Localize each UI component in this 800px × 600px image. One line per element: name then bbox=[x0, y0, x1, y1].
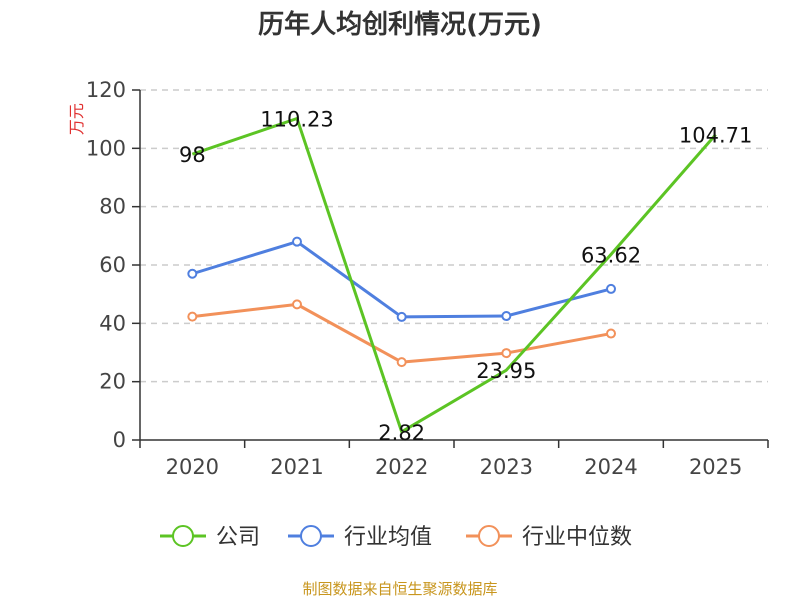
y-tick-label: 60 bbox=[99, 253, 126, 277]
legend[interactable]: 公司 行业均值 行业中位数 bbox=[160, 525, 632, 550]
x-tick-label: 2024 bbox=[584, 455, 637, 479]
series-point[interactable] bbox=[187, 268, 198, 279]
series-point[interactable] bbox=[292, 236, 302, 247]
y-tick-label: 20 bbox=[99, 370, 126, 394]
chart-title: 历年人均创利情况(万元) bbox=[258, 10, 542, 40]
x-tick-label: 2020 bbox=[166, 455, 219, 479]
series-point[interactable] bbox=[606, 328, 616, 339]
legend-label: 行业中位数 bbox=[522, 525, 632, 550]
series-point[interactable] bbox=[501, 311, 512, 322]
series-point[interactable] bbox=[292, 299, 302, 310]
y-tick-label: 120 bbox=[86, 78, 126, 102]
data-label: 110.23 bbox=[260, 107, 333, 131]
y-tick-label: 40 bbox=[99, 311, 126, 335]
data-label: 23.95 bbox=[476, 359, 536, 383]
y-tick-label: 80 bbox=[99, 195, 126, 219]
x-tick-label: 2021 bbox=[270, 455, 323, 479]
y-axis-title: 万元 bbox=[67, 103, 86, 135]
legend-label: 公司 bbox=[216, 525, 260, 550]
legend-label: 行业均值 bbox=[344, 525, 432, 550]
source-note: 制图数据来自恒生聚源数据库 bbox=[302, 580, 498, 598]
x-tick-label: 2025 bbox=[689, 455, 742, 479]
data-label: 98 bbox=[179, 143, 206, 167]
legend-marker bbox=[300, 525, 322, 547]
x-tick-label: 2023 bbox=[480, 455, 533, 479]
legend-item[interactable]: 公司 bbox=[160, 525, 260, 550]
legend-item[interactable]: 行业均值 bbox=[288, 525, 432, 550]
series-point[interactable] bbox=[396, 311, 407, 322]
data-label: 104.71 bbox=[679, 124, 752, 148]
axes: 0 20 40 60 80 100 120 2020 2021 2022 2023 2024 2025 万… bbox=[67, 78, 769, 479]
series-line bbox=[191, 116, 717, 434]
data-label: 2.82 bbox=[378, 421, 425, 445]
series-point[interactable] bbox=[187, 311, 198, 322]
legend-marker bbox=[478, 525, 500, 547]
data-label: 63.62 bbox=[581, 243, 641, 267]
y-tick-label: 100 bbox=[86, 136, 126, 160]
legend-item[interactable]: 行业中位数 bbox=[466, 525, 632, 550]
x-tick-label: 2022 bbox=[375, 455, 428, 479]
grid-lines bbox=[140, 89, 768, 383]
series-point[interactable] bbox=[501, 348, 512, 359]
data-labels: 98 110.23 2.82 23.95 63.62 104.71 bbox=[179, 107, 752, 444]
legend-marker bbox=[172, 525, 194, 547]
series-layer bbox=[187, 116, 717, 434]
y-tick-label: 0 bbox=[113, 428, 126, 452]
series-point[interactable] bbox=[606, 283, 616, 294]
series-line bbox=[191, 240, 612, 319]
series-point[interactable] bbox=[396, 357, 407, 368]
